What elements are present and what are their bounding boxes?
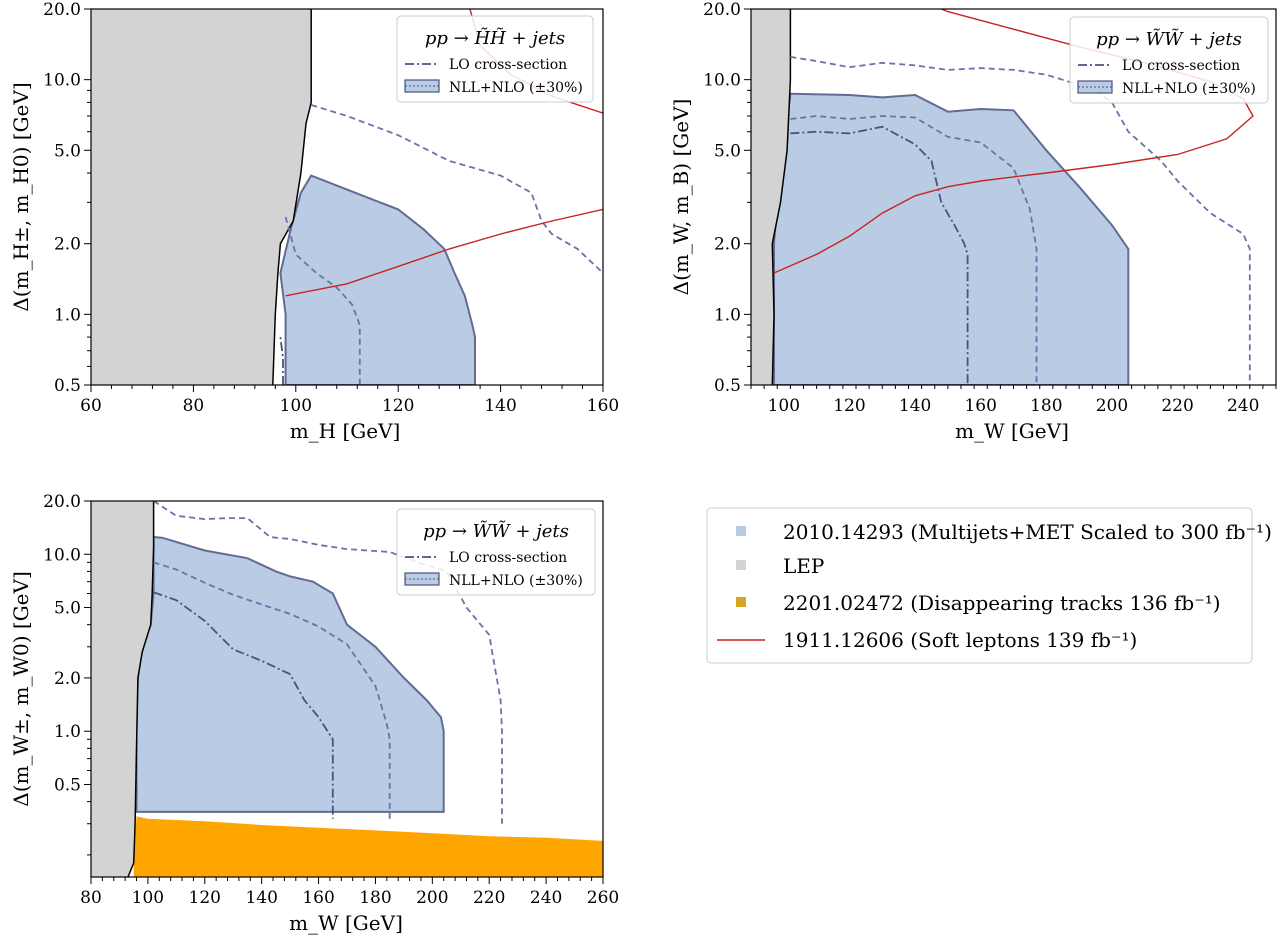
- shared-legend-box: [706, 507, 1253, 664]
- disappearing-tracks-region: [133, 816, 603, 877]
- y-axis-label: Δ(m_W, m_B) [GeV]: [669, 99, 693, 296]
- x-tick-label: 220: [473, 888, 505, 908]
- y-tick-label: 2.0: [714, 235, 741, 255]
- x-tick-label: 120: [189, 888, 221, 908]
- y-tick-label: 10.0: [43, 71, 81, 91]
- legend-box: [396, 508, 596, 596]
- lep-boundary: [127, 501, 155, 877]
- y-tick-label: 2.0: [54, 669, 81, 689]
- nll-lower-band-line: [790, 115, 1038, 385]
- x-axis-label: m_W [GeV]: [289, 911, 403, 935]
- x-tick-label: 60: [80, 396, 102, 416]
- plot-area: [91, 501, 603, 877]
- plot-area: [751, 9, 1254, 385]
- x-tick-label: 140: [899, 396, 931, 416]
- plot-frame: [90, 8, 604, 386]
- x-tick-label: 180: [1030, 396, 1062, 416]
- x-tick-label: 160: [587, 396, 619, 416]
- x-tick-label: 80: [183, 396, 205, 416]
- lo-cross-section-line: [279, 336, 284, 385]
- legend-nll-label: NLL+NLO (±30%): [1122, 81, 1256, 97]
- legend-lo-label: LO cross-section: [449, 57, 567, 73]
- multijets-region: [773, 92, 1130, 385]
- x-tick-label: 80: [80, 888, 102, 908]
- x-tick-label: 120: [833, 396, 865, 416]
- legend-nll-label: NLL+NLO (±30%): [449, 573, 583, 589]
- y-axis-label: Δ(m_H±, m_H0) [GeV]: [9, 82, 33, 311]
- x-tick-label: 160: [964, 396, 996, 416]
- plot-area: [91, 9, 603, 385]
- inner-legend: pp → H̃H̃ + jets LO cross-section NLL+NLO …: [396, 15, 594, 103]
- multijets-region: [279, 174, 476, 385]
- y-tick-label: 0.5: [714, 376, 741, 396]
- x-axis-label: m_H [GeV]: [290, 419, 401, 443]
- lo-cross-section-line: [790, 125, 969, 385]
- legend-title: pp → W̃W̃ + jets: [423, 520, 569, 542]
- x-tick-label: 220: [1161, 396, 1193, 416]
- shared-legend: 2010.14293 (Multijets+MET Scaled to 300 …: [706, 507, 1272, 664]
- y-tick-label: 5.0: [54, 599, 81, 619]
- nll-upper-band-line: [310, 104, 603, 274]
- y-tick-label: 20.0: [43, 492, 81, 512]
- x-tick-label: 200: [416, 888, 448, 908]
- y-tick-label: 0.5: [54, 376, 81, 396]
- y-tick-label: 20.0: [43, 0, 81, 20]
- legend-box: [396, 15, 594, 103]
- legend-tracks-label: 2201.02472 (Disappearing tracks 136 fb⁻¹…: [783, 591, 1221, 615]
- chart-wino: 80 100 120 140 160 180 200 220 240 260 0.5 1.0 2.0 5.…: [9, 492, 619, 935]
- x-tick-label: 140: [484, 396, 516, 416]
- legend-multijets-marker: [736, 526, 746, 536]
- y-tick-label: 1.0: [714, 305, 741, 325]
- nll-upper-band-line: [153, 501, 503, 824]
- y-tick-label: 20.0: [703, 0, 741, 20]
- legend-tracks-marker: [736, 597, 746, 607]
- y-tick-label: 10.0: [703, 71, 741, 91]
- x-tick-label: 100: [768, 396, 800, 416]
- lep-boundary: [272, 9, 312, 385]
- y-tick-label: 5.0: [54, 141, 81, 161]
- lep-region: [91, 9, 312, 385]
- y-axis-label: Δ(m_W±, m_W0) [GeV]: [9, 571, 33, 807]
- y-tick-label: 0.5: [54, 775, 81, 795]
- legend-multijets-label: 2010.14293 (Multijets+MET Scaled to 300 …: [783, 520, 1272, 544]
- soft-leptons-line: [285, 208, 603, 297]
- plot-frame: [90, 500, 604, 878]
- x-tick-label: 120: [382, 396, 414, 416]
- nll-lower-band-line: [284, 216, 361, 385]
- x-tick-label: 100: [132, 888, 164, 908]
- y-tick-label: 1.0: [54, 722, 81, 742]
- legend-lo-label: LO cross-section: [1122, 58, 1240, 74]
- legend-soft-leptons-label: 1911.12606 (Soft leptons 139 fb⁻¹): [783, 628, 1137, 652]
- inner-legend: pp → W̃W̃ + jets LO cross-section NLL+NLO …: [396, 508, 596, 596]
- x-tick-label: 260: [587, 888, 619, 908]
- x-tick-label: 240: [530, 888, 562, 908]
- legend-nll-label: NLL+NLO (±30%): [449, 80, 583, 96]
- legend-lo-label: LO cross-section: [449, 550, 567, 566]
- chart-higgsino: 60 80 100 120 140 160 0.5 1.0 2.0 5.0 10.0 20.0 m_H …: [9, 0, 619, 443]
- lep-region: [751, 9, 791, 385]
- x-tick-label: 100: [280, 396, 312, 416]
- x-axis-label: m_W [GeV]: [955, 419, 1069, 443]
- x-tick-label: 160: [302, 888, 334, 908]
- y-tick-label: 1.0: [54, 305, 81, 325]
- x-tick-label: 200: [1096, 396, 1128, 416]
- legend-title: pp → H̃H̃ + jets: [425, 27, 565, 49]
- lep-boundary: [771, 9, 792, 385]
- inner-legend: pp → W̃W̃ + jets LO cross-section NLL+NLO …: [1069, 16, 1269, 104]
- lo-cross-section-line: [153, 591, 334, 819]
- y-tick-label: 2.0: [54, 235, 81, 255]
- x-tick-label: 140: [245, 888, 277, 908]
- chart-wino_bino: 100 120 140 160 180 200 220 240 0.5 1.0 2.0 5.0 10.0…: [669, 0, 1277, 443]
- x-tick-label: 240: [1227, 396, 1259, 416]
- y-tick-label: 5.0: [714, 141, 741, 161]
- legend-lep-marker: [736, 560, 746, 570]
- legend-title: pp → W̃W̃ + jets: [1096, 28, 1242, 50]
- x-tick-label: 180: [359, 888, 391, 908]
- legend-lep-label: LEP: [783, 554, 824, 578]
- nll-lower-band-line: [153, 561, 391, 822]
- y-tick-label: 10.0: [43, 545, 81, 565]
- legend-box: [1069, 16, 1269, 104]
- lep-region: [91, 501, 154, 877]
